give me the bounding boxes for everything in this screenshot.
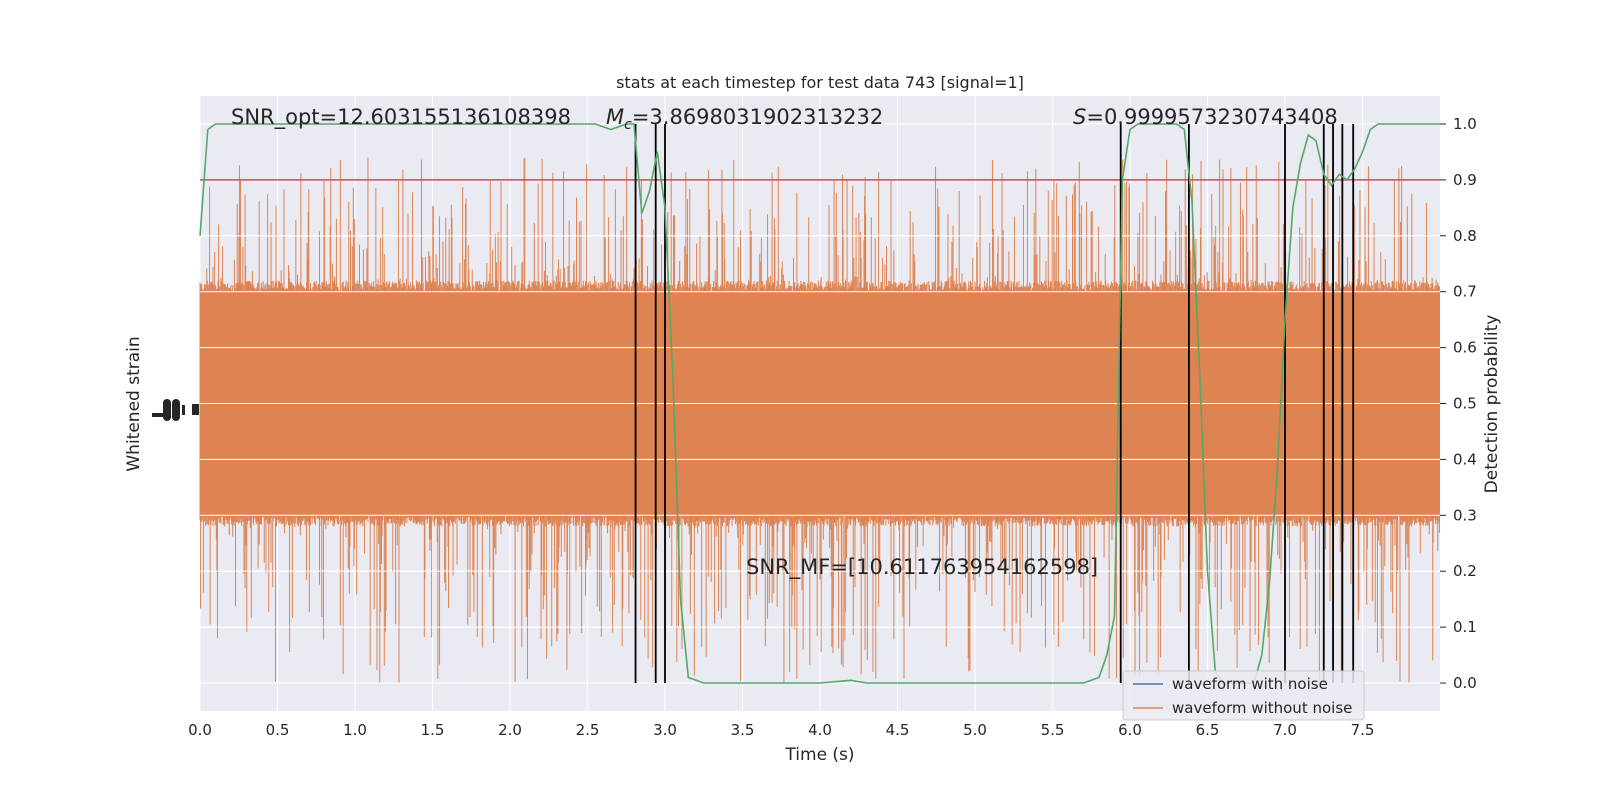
x-tick-label: 5.5	[1041, 721, 1065, 739]
y-tick-label: 0.7	[1453, 283, 1477, 301]
snr-mf-annotation: SNR_MF=[10.611763954162598]	[746, 555, 1098, 580]
y-tick-label: 0.4	[1453, 450, 1477, 468]
legend-box	[1122, 670, 1365, 721]
y-tick-label: 0.2	[1453, 562, 1477, 580]
snr-opt-annotation: SNR_opt=12.603155136108398	[231, 105, 571, 130]
x-tick-label: 4.0	[808, 721, 832, 739]
x-tick-label: 0.0	[188, 721, 212, 739]
detection-probability-line	[199, 123, 1440, 684]
x-tick-label: 3.5	[731, 721, 755, 739]
left-y-axis-label: Whitened strain	[124, 336, 144, 471]
x-tick-label: 7.0	[1273, 721, 1297, 739]
x-tick-label: 2.5	[576, 721, 600, 739]
x-tick-label: 7.5	[1351, 721, 1375, 739]
x-axis-label: Time (s)	[784, 745, 854, 765]
right-y-axis-label: Detection probability	[1482, 315, 1502, 494]
x-tick-label: 2.0	[498, 721, 522, 739]
left-axis-tick-marks	[152, 399, 199, 421]
y-tick-label: 0.0	[1453, 674, 1477, 692]
x-tick-label: 3.0	[653, 721, 677, 739]
legend-label-with-noise: waveform with noise	[1172, 675, 1328, 693]
s-symbol: S	[1073, 105, 1086, 129]
x-tick-label: 1.0	[343, 721, 367, 739]
legend-label-without-noise: waveform without noise	[1172, 699, 1352, 717]
chirp-mass-value: =3.8698031902313232	[632, 105, 883, 129]
x-tick-label: 1.5	[421, 721, 445, 739]
x-tick-label: 6.5	[1196, 721, 1220, 739]
x-tick-label: 6.0	[1118, 721, 1142, 739]
y-tick-label: 1.0	[1453, 115, 1477, 133]
x-tick-label: 0.5	[266, 721, 290, 739]
strain-waveform-without-noise	[199, 123, 1440, 684]
y-tick-label: 0.3	[1453, 506, 1477, 524]
x-tick-labels: 0.0 0.5 1.0 1.5 2.0 2.5 3.0 3.5 4.0 4.5 5.0 5.5 6.0 6…	[188, 721, 1374, 739]
y-tick-label: 0.9	[1453, 171, 1477, 189]
y-tick-label: 0.5	[1453, 395, 1477, 413]
detection-vertical-lines	[634, 123, 1355, 684]
x-tick-label: 5.0	[963, 721, 987, 739]
right-y-tick-labels: 0.0 0.1 0.2 0.3 0.4 0.5 0.6 0.7 0.8 0.9 1.0	[1440, 115, 1477, 692]
y-tick-label: 0.1	[1453, 618, 1477, 636]
chirp-mass-annotation: Mc=3.8698031902313232	[606, 105, 883, 133]
s-annotation: S=0.9999573230743408	[1073, 105, 1338, 129]
s-value: =0.9999573230743408	[1086, 105, 1337, 129]
y-tick-label: 0.6	[1453, 339, 1477, 357]
chirp-mass-subscript: c	[624, 117, 632, 133]
chart-title: stats at each timestep for test data 743…	[616, 73, 1024, 92]
chirp-mass-symbol: M	[606, 105, 624, 129]
legend: waveform with noise waveform without noi…	[1122, 670, 1365, 721]
x-tick-label: 4.5	[886, 721, 910, 739]
y-tick-label: 0.8	[1453, 227, 1477, 245]
